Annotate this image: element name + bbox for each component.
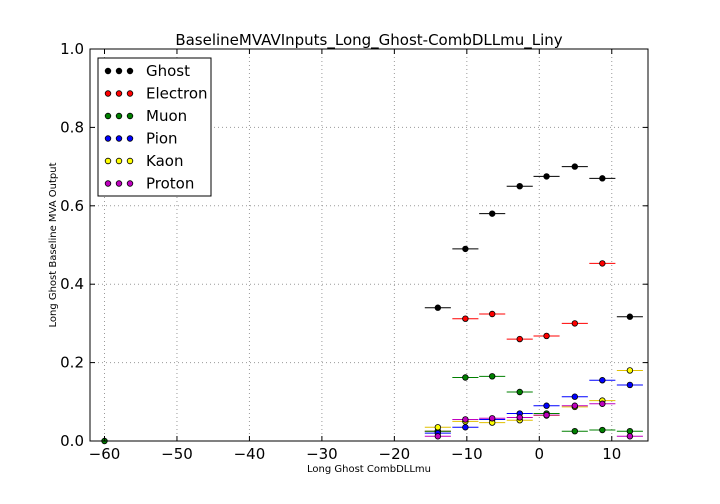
legend-entry: Pion [104,130,178,148]
x-tick-label: −60 [89,445,121,463]
chart-title: BaselineMVAVInputs_Long_Ghost-CombDLLmu_… [175,31,562,50]
legend-box [97,57,212,197]
data-point [488,373,496,380]
x-tick-label: −40 [234,445,266,463]
legend-marker [126,90,134,97]
legend-marker [104,67,112,75]
data-point [488,210,496,217]
data-point [543,402,550,409]
legend-marker [104,90,112,97]
data-point [543,173,550,180]
legend-marker [126,135,134,142]
legend-label: Proton [146,175,194,193]
data-point [516,414,523,421]
x-axis-label: Long Ghost CombDLLmu [307,464,431,475]
data-points [91,163,643,445]
series-ghost [424,163,643,320]
legend-entry: Kaon [104,152,183,170]
y-tick-label: 0.2 [60,354,84,372]
legend-marker [115,67,123,75]
data-point [571,320,579,327]
x-tick-label: 0 [535,445,545,463]
axis-ticks: −60 −50 −40 −30 −20 −10 0 10 0.0 0.2 0.4 0.6 0.8 1.0 [60,40,648,463]
data-point [626,433,634,440]
y-tick-label: 0.8 [60,118,84,136]
plot-frame [89,48,649,442]
y-tick-label: 0.6 [60,197,84,215]
data-point [434,304,442,311]
legend-label: Muon [146,107,187,125]
legend-marker [104,180,112,187]
x-tick-label: −20 [379,445,411,463]
legend-marker [115,157,123,165]
legend-entry: Ghost [104,62,190,80]
data-point [571,163,579,170]
legend-marker [115,90,123,97]
data-point [599,175,606,182]
data-point [543,411,550,419]
y-axis-label: Long Ghost Baseline MVA Output [48,162,59,327]
data-point [571,428,579,435]
series-proton [424,400,643,440]
legend-label: Ghost [146,62,190,80]
y-tick-label: 0.4 [60,275,84,293]
legend-label: Electron [146,85,208,103]
data-point [434,433,442,440]
data-point [516,388,523,396]
data-point [599,426,606,434]
x-tick-label: 10 [602,445,621,463]
data-point [516,182,523,190]
data-point [488,310,496,318]
y-tick-label: 0.0 [60,432,84,450]
data-point [488,415,496,422]
legend-label: Kaon [146,152,183,170]
data-point [571,402,579,409]
data-point [462,245,469,253]
legend-marker [104,157,112,165]
data-point [462,374,469,381]
data-point [462,416,469,423]
legend-marker [115,180,123,187]
series-electron [424,260,616,435]
legend-entry: Muon [104,107,187,125]
y-tick-label: 1.0 [60,40,84,58]
data-point [626,313,634,320]
legend-marker [126,157,134,165]
data-point [626,381,634,389]
x-tick-label: −10 [451,445,483,463]
legend: Ghost Electron Muon Pion Kaon Proton [97,57,212,197]
legend-marker [104,135,112,142]
legend-entry: Electron [104,85,208,103]
legend-marker [115,135,123,142]
legend-marker [104,112,112,120]
x-tick-label: −30 [306,445,338,463]
legend-marker [126,112,134,120]
legend-marker [115,112,123,120]
legend-marker [126,67,134,75]
legend-marker [126,180,134,187]
data-point [462,424,469,431]
x-tick-label: −50 [161,445,193,463]
data-point [434,424,442,431]
data-point [626,367,634,374]
data-point [599,260,606,267]
data-point [571,393,579,400]
data-point [543,332,550,340]
legend-label: Pion [146,130,178,148]
data-point [599,377,606,384]
data-point [462,315,469,322]
data-point [516,335,523,343]
legend-entry: Proton [104,175,194,193]
series-pion [424,377,643,437]
series-muon [91,373,643,445]
data-point [599,400,606,407]
